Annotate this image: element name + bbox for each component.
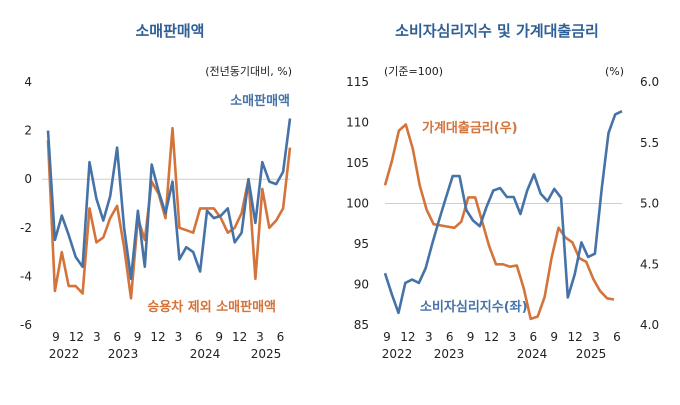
right-x-tick: 9 [550, 330, 558, 344]
right-x-tick: 12 [484, 330, 499, 344]
right-x-tick: 12 [567, 330, 582, 344]
right-x-tick: 6 [446, 330, 454, 344]
right-y-tick-right: 4.0 [640, 318, 659, 332]
left-x-tick: 6 [113, 330, 121, 344]
right-plot-area [383, 110, 623, 321]
right-y-tick-left: 105 [346, 156, 369, 170]
right-chart-title: 소비자심리지수 및 가계대출금리 [395, 22, 599, 40]
left-x-tick: 9 [215, 330, 223, 344]
right-y-tick-left: 100 [346, 197, 369, 211]
right-x-tick: 6 [529, 330, 537, 344]
left-x-tick: 12 [69, 330, 84, 344]
left-legend-retail-ex-cars: 승용차 제외 소매판매액 [147, 299, 276, 315]
retail-sales-chart: 소매판매액 (전년동기대비, %) 420-2-4-6 9 12 3 6 9 12 3 6 9 1… [20, 22, 292, 361]
right-legend-loan-rate: 가계대출금리(우) [422, 120, 518, 136]
right-legend-csi: 소비자심리지수(좌) [420, 299, 528, 315]
right-chart-unit-right: (%) [605, 65, 624, 78]
left-y-tick: 0 [24, 172, 32, 186]
left-x-tick: 6 [195, 330, 203, 344]
right-x-tick: 12 [400, 330, 415, 344]
right-chart-unit-left: (기준=100) [384, 65, 443, 78]
right-x-tick: 3 [592, 330, 600, 344]
left-series-line [46, 126, 292, 300]
left-year-label: 2022 [49, 347, 80, 361]
right-x-tick: 3 [425, 330, 433, 344]
left-chart-unit: (전년동기대비, %) [205, 65, 292, 78]
right-y-tick-left: 115 [346, 75, 369, 89]
right-y-axis-right: 6.0 5.5 5.0 4.5 4.0 [640, 75, 659, 332]
right-y-tick-right: 5.5 [640, 136, 659, 150]
right-x-tick: 3 [509, 330, 517, 344]
right-y-axis-left: 115 110 105 100 95 90 85 [346, 75, 622, 332]
right-series-line-rate [383, 123, 615, 321]
left-year-label: 2024 [190, 347, 221, 361]
right-series-line-csi [383, 110, 623, 315]
left-y-tick: -2 [20, 221, 32, 235]
right-year-label: 2023 [434, 347, 465, 361]
left-y-tick: 4 [24, 75, 32, 89]
left-x-tick: 12 [232, 330, 247, 344]
left-plot-area [46, 118, 292, 300]
left-x-tick: 3 [175, 330, 183, 344]
right-x-tick: 9 [467, 330, 475, 344]
left-year-label: 2025 [251, 347, 282, 361]
right-year-label: 2024 [517, 347, 548, 361]
right-y-tick-right: 6.0 [640, 75, 659, 89]
left-y-tick: -6 [20, 318, 32, 332]
left-x-tick: 9 [52, 330, 60, 344]
consumer-sentiment-chart: 소비자심리지수 및 가계대출금리 (기준=100) (%) 1151101051… [346, 22, 659, 361]
right-y-tick-left: 95 [354, 237, 369, 251]
right-y-tick-right: 4.5 [640, 257, 659, 271]
left-x-tick: 3 [93, 330, 101, 344]
right-year-label: 2022 [382, 347, 413, 361]
right-y-tick-right: 5.0 [640, 197, 659, 211]
left-series-line [46, 118, 292, 281]
left-y-tick: 2 [24, 124, 32, 138]
left-legend-retail: 소매판매액 [230, 93, 290, 109]
left-x-tick: 9 [134, 330, 142, 344]
left-x-tick: 3 [256, 330, 264, 344]
left-year-label: 2023 [108, 347, 139, 361]
right-year-label: 2025 [576, 347, 607, 361]
left-x-tick: 12 [150, 330, 165, 344]
right-y-tick-left: 90 [354, 278, 369, 292]
left-x-tick: 6 [277, 330, 285, 344]
right-y-tick-left: 110 [346, 116, 369, 130]
right-x-tick: 9 [383, 330, 391, 344]
right-y-tick-left: 85 [354, 318, 369, 332]
right-x-tick: 6 [613, 330, 621, 344]
left-chart-title: 소매판매액 [135, 22, 204, 40]
left-y-tick: -4 [20, 269, 32, 283]
